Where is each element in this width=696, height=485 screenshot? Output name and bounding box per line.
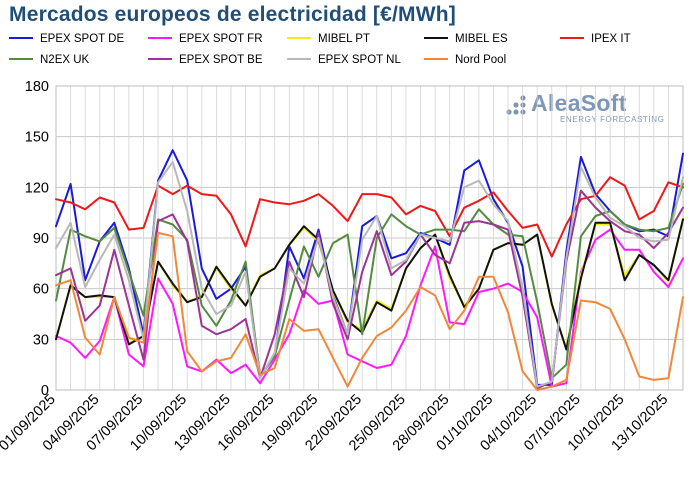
legend-label: EPEX SPOT FR <box>179 33 263 45</box>
legend-label: MIBEL ES <box>455 33 508 45</box>
legend-swatch <box>424 57 448 60</box>
legend-item: Nord Pool <box>424 54 506 66</box>
y-tick-label: 180 <box>25 79 49 95</box>
y-tick-label: 120 <box>25 180 49 196</box>
legend-label: N2EX UK <box>40 54 90 66</box>
legend-swatch <box>424 36 448 39</box>
legend-label: MIBEL PT <box>318 33 370 45</box>
legend-label: EPEX SPOT BE <box>179 54 263 66</box>
series-line-nord-pool <box>55 231 684 391</box>
y-tick-label: 0 <box>41 383 49 399</box>
y-tick-label: 90 <box>33 231 49 247</box>
y-tick-label: 30 <box>33 332 49 348</box>
legend-label: EPEX SPOT DE <box>40 33 125 45</box>
legend-label: IPEX IT <box>591 33 631 45</box>
legend-item: N2EX UK <box>9 54 89 66</box>
logo-name: AleaSoft <box>531 90 627 116</box>
legend-swatch <box>9 57 33 60</box>
y-tick-label: 150 <box>25 130 49 146</box>
chart-legend: EPEX SPOT DE EPEX SPOT FR MIBEL PT MIBEL ES… <box>0 0 696 90</box>
legend-swatch <box>148 57 172 60</box>
series-line-epex-spot-be <box>55 189 684 390</box>
aleasoft-logo: AleaSoft ENERGY FORECASTING <box>505 90 675 128</box>
series-line-n2ex-uk <box>55 183 684 380</box>
legend-swatch <box>148 36 172 39</box>
series-line-epex-spot-nl <box>55 161 684 388</box>
logo-tagline: ENERGY FORECASTING <box>560 115 665 124</box>
legend-swatch <box>287 36 311 39</box>
legend-item: IPEX IT <box>560 33 631 45</box>
legend-item: MIBEL PT <box>287 33 370 45</box>
chart-title: Mercados europeos de electricidad [€/MWh… <box>9 3 456 26</box>
legend-swatch <box>560 36 584 39</box>
legend-item: MIBEL ES <box>424 33 508 45</box>
legend-label: EPEX SPOT NL <box>318 54 401 66</box>
legend-item: EPEX SPOT BE <box>148 54 263 66</box>
legend-swatch <box>9 36 33 39</box>
legend-item: EPEX SPOT NL <box>287 54 401 66</box>
series-line-epex-spot-de <box>55 149 684 386</box>
plot-frame <box>55 85 684 391</box>
y-tick-label: 60 <box>33 282 49 298</box>
legend-swatch <box>287 57 311 60</box>
legend-item: EPEX SPOT FR <box>148 33 263 45</box>
series-line-mibel-es <box>55 218 684 351</box>
legend-item: EPEX SPOT DE <box>9 33 124 45</box>
legend-label: Nord Pool <box>455 54 507 66</box>
